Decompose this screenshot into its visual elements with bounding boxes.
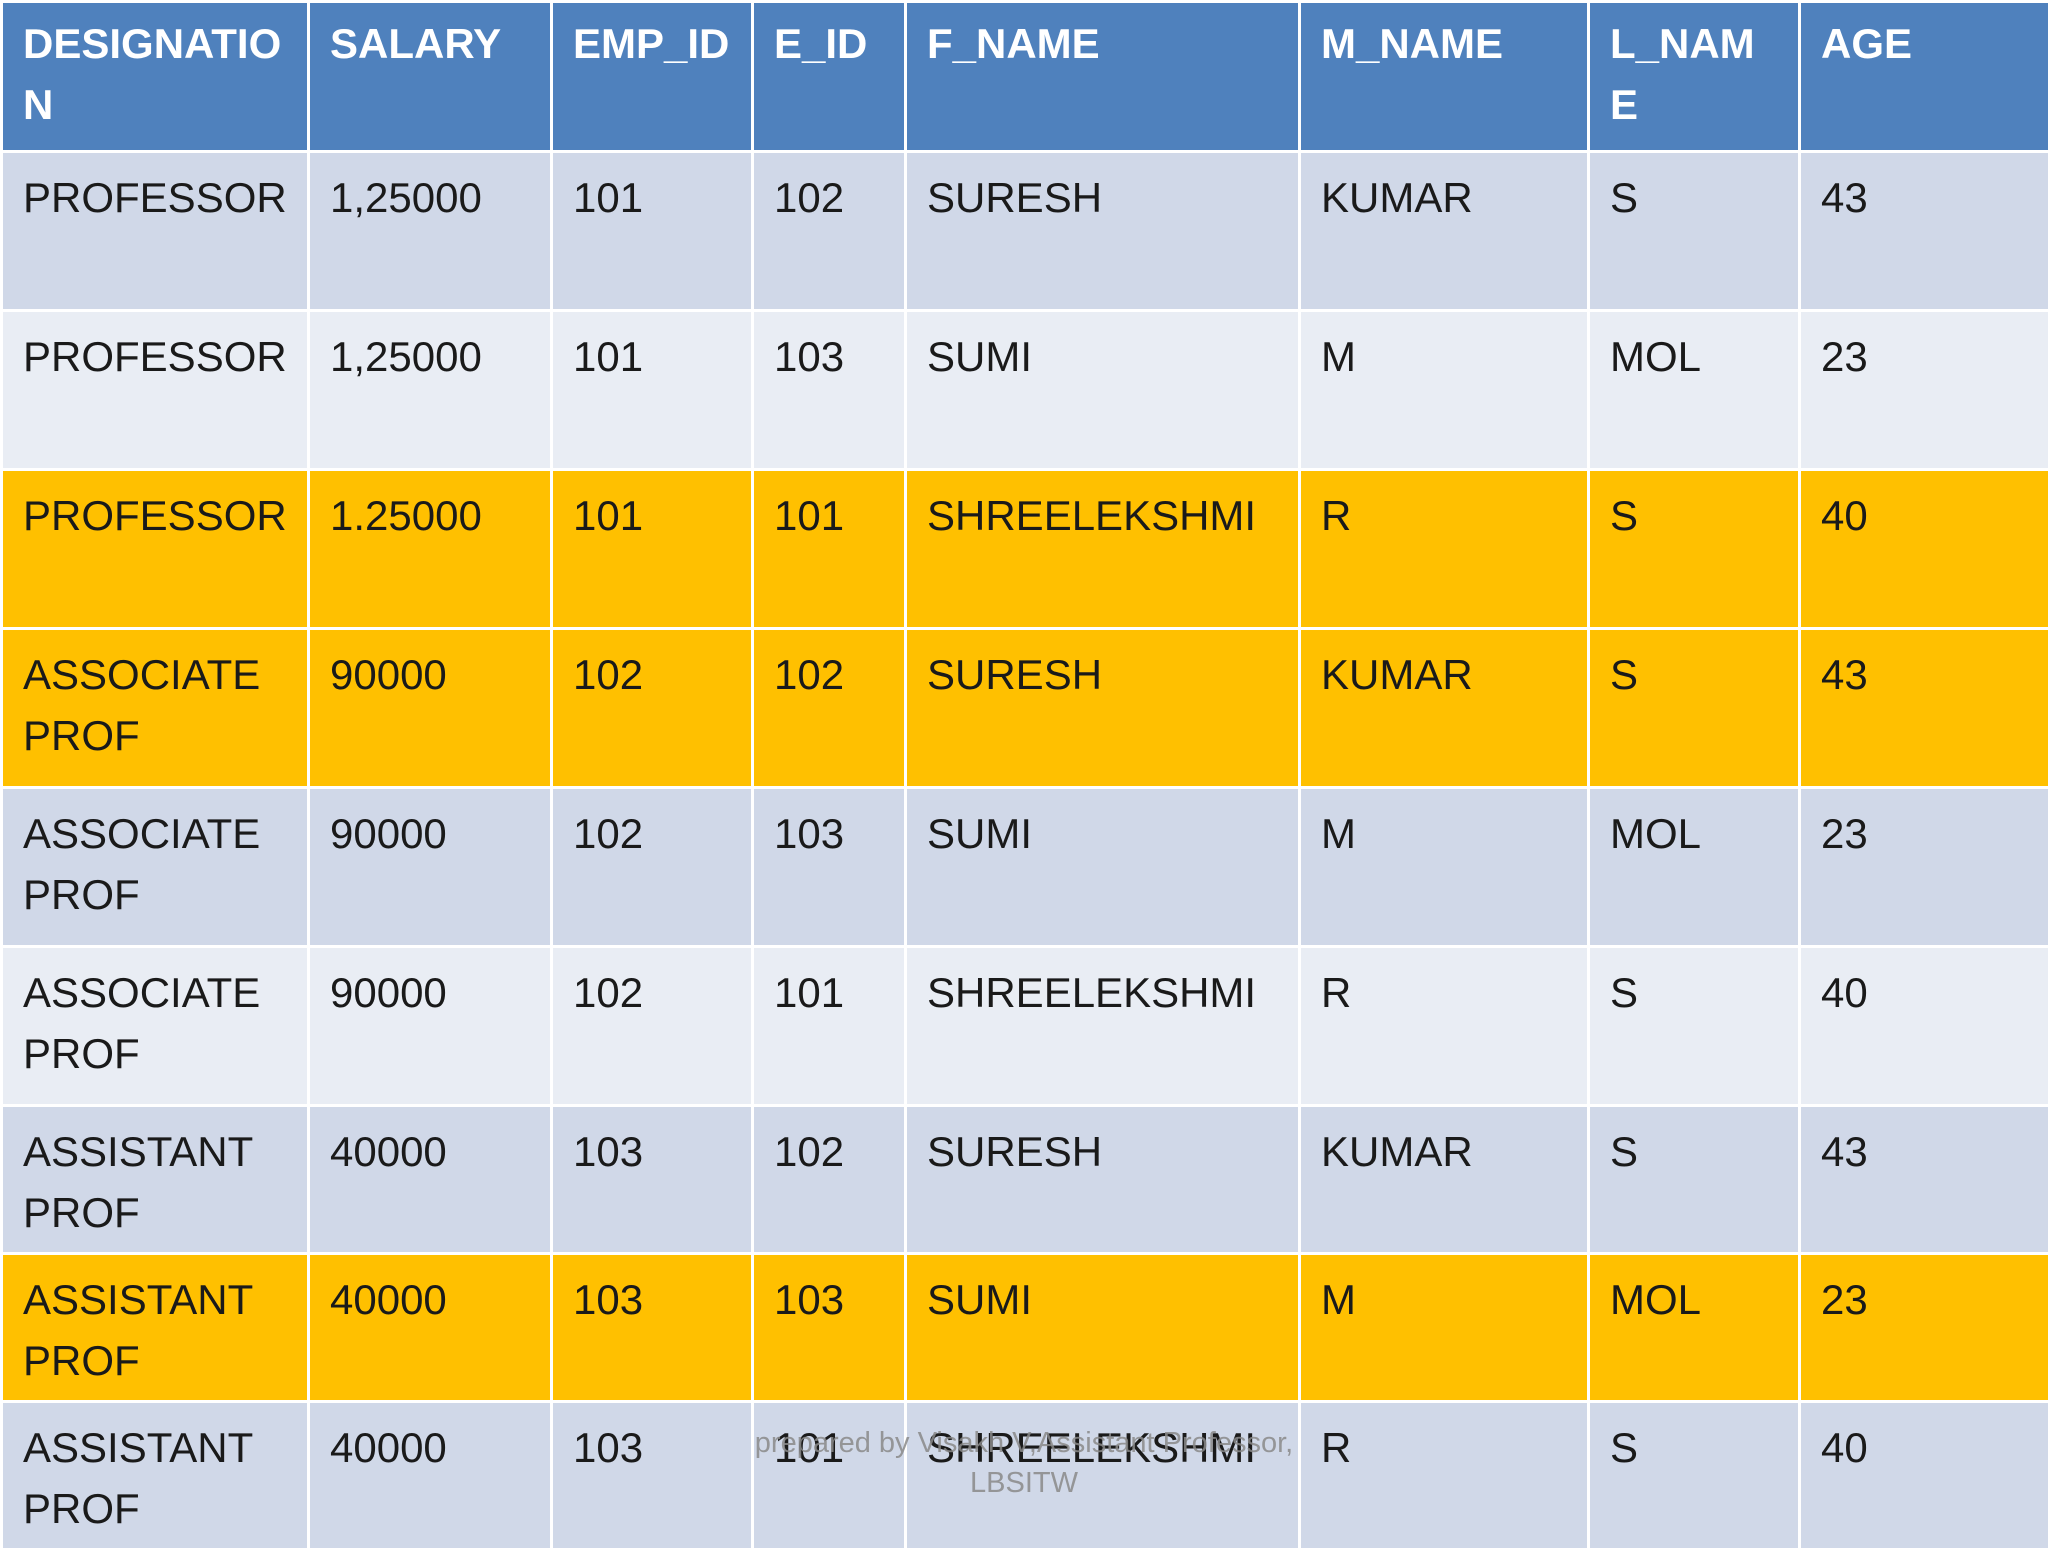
footer-author-line: prepared by Visakh V,Assistant Professor…: [700, 1423, 1348, 1463]
cell-designation: ASSOCIATE PROF: [2, 947, 309, 1106]
cell-salary: 90000: [309, 788, 552, 947]
cell-salary: 1,25000: [309, 152, 552, 311]
cell-age: 23: [1800, 788, 2048, 947]
cell-emp-id: 102: [552, 947, 753, 1106]
cell-designation: PROFESSOR: [2, 152, 309, 311]
header-salary: SALARY: [309, 2, 552, 152]
cell-l-name: S: [1589, 1402, 1800, 1550]
cell-l-name: S: [1589, 629, 1800, 788]
cell-l-name: S: [1589, 152, 1800, 311]
cell-designation: PROFESSOR: [2, 470, 309, 629]
cell-emp-id: 101: [552, 470, 753, 629]
cell-salary: 1.25000: [309, 470, 552, 629]
table-row-highlighted: ASSOCIATE PROF 90000 102 102 SURESH KUMA…: [2, 629, 2048, 788]
cell-salary: 40000: [309, 1402, 552, 1550]
cell-m-name: KUMAR: [1300, 152, 1589, 311]
header-emp-id: EMP_ID: [552, 2, 753, 152]
cell-m-name: M: [1300, 788, 1589, 947]
cell-age: 40: [1800, 1402, 2048, 1550]
table-row-highlighted: PROFESSOR 1.25000 101 101 SHREELEKSHMI R…: [2, 470, 2048, 629]
cell-salary: 90000: [309, 947, 552, 1106]
cell-salary: 1,25000: [309, 311, 552, 470]
cell-m-name: M: [1300, 1254, 1589, 1402]
cell-emp-id: 101: [552, 152, 753, 311]
cell-e-id: 102: [753, 629, 906, 788]
cell-salary: 40000: [309, 1106, 552, 1254]
slide-footer: prepared by Visakh V,Assistant Professor…: [700, 1423, 1348, 1503]
cell-l-name: S: [1589, 947, 1800, 1106]
cell-m-name: KUMAR: [1300, 629, 1589, 788]
cell-f-name: SURESH: [906, 152, 1300, 311]
header-designation: DESIGNATION: [2, 2, 309, 152]
cell-f-name: SURESH: [906, 629, 1300, 788]
cell-age: 43: [1800, 1106, 2048, 1254]
cell-e-id: 102: [753, 1106, 906, 1254]
cell-l-name: MOL: [1589, 1254, 1800, 1402]
cell-e-id: 102: [753, 152, 906, 311]
cell-age: 40: [1800, 947, 2048, 1106]
header-f-name: F_NAME: [906, 2, 1300, 152]
cell-emp-id: 102: [552, 788, 753, 947]
cell-age: 23: [1800, 1254, 2048, 1402]
cell-designation: ASSOCIATE PROF: [2, 629, 309, 788]
cell-l-name: MOL: [1589, 788, 1800, 947]
cell-designation: PROFESSOR: [2, 311, 309, 470]
cell-age: 23: [1800, 311, 2048, 470]
cell-emp-id: 102: [552, 629, 753, 788]
cell-l-name: S: [1589, 1106, 1800, 1254]
table-row: ASSOCIATE PROF 90000 102 101 SHREELEKSHM…: [2, 947, 2048, 1106]
cell-age: 40: [1800, 470, 2048, 629]
footer-institution-line: LBSITW: [700, 1463, 1348, 1503]
header-age: AGE: [1800, 2, 2048, 152]
header-e-id: E_ID: [753, 2, 906, 152]
cell-salary: 40000: [309, 1254, 552, 1402]
table-row-highlighted: ASSISTANT PROF 40000 103 103 SUMI M MOL …: [2, 1254, 2048, 1402]
table-row: ASSOCIATE PROF 90000 102 103 SUMI M MOL …: [2, 788, 2048, 947]
table-row: PROFESSOR 1,25000 101 102 SURESH KUMAR S…: [2, 152, 2048, 311]
cell-designation: ASSISTANT PROF: [2, 1402, 309, 1550]
cell-f-name: SHREELEKSHMI: [906, 470, 1300, 629]
cell-designation: ASSISTANT PROF: [2, 1254, 309, 1402]
cell-age: 43: [1800, 152, 2048, 311]
cell-f-name: SHREELEKSHMI: [906, 947, 1300, 1106]
header-m-name: M_NAME: [1300, 2, 1589, 152]
header-l-name: L_NAME: [1589, 2, 1800, 152]
cell-m-name: KUMAR: [1300, 1106, 1589, 1254]
cell-e-id: 103: [753, 788, 906, 947]
cell-e-id: 103: [753, 311, 906, 470]
table-row: ASSISTANT PROF 40000 103 102 SURESH KUMA…: [2, 1106, 2048, 1254]
cell-emp-id: 103: [552, 1106, 753, 1254]
cell-l-name: S: [1589, 470, 1800, 629]
cell-e-id: 103: [753, 1254, 906, 1402]
cell-emp-id: 103: [552, 1254, 753, 1402]
cell-designation: ASSISTANT PROF: [2, 1106, 309, 1254]
cell-f-name: SUMI: [906, 1254, 1300, 1402]
cell-emp-id: 101: [552, 311, 753, 470]
cell-e-id: 101: [753, 947, 906, 1106]
table-header-row: DESIGNATION SALARY EMP_ID E_ID F_NAME M_…: [2, 2, 2048, 152]
cell-l-name: MOL: [1589, 311, 1800, 470]
table-row: PROFESSOR 1,25000 101 103 SUMI M MOL 23: [2, 311, 2048, 470]
cell-salary: 90000: [309, 629, 552, 788]
cell-f-name: SURESH: [906, 1106, 1300, 1254]
cell-f-name: SUMI: [906, 311, 1300, 470]
cell-age: 43: [1800, 629, 2048, 788]
cell-f-name: SUMI: [906, 788, 1300, 947]
cell-designation: ASSOCIATE PROF: [2, 788, 309, 947]
cell-m-name: M: [1300, 311, 1589, 470]
cell-m-name: R: [1300, 470, 1589, 629]
cell-m-name: R: [1300, 947, 1589, 1106]
cell-e-id: 101: [753, 470, 906, 629]
